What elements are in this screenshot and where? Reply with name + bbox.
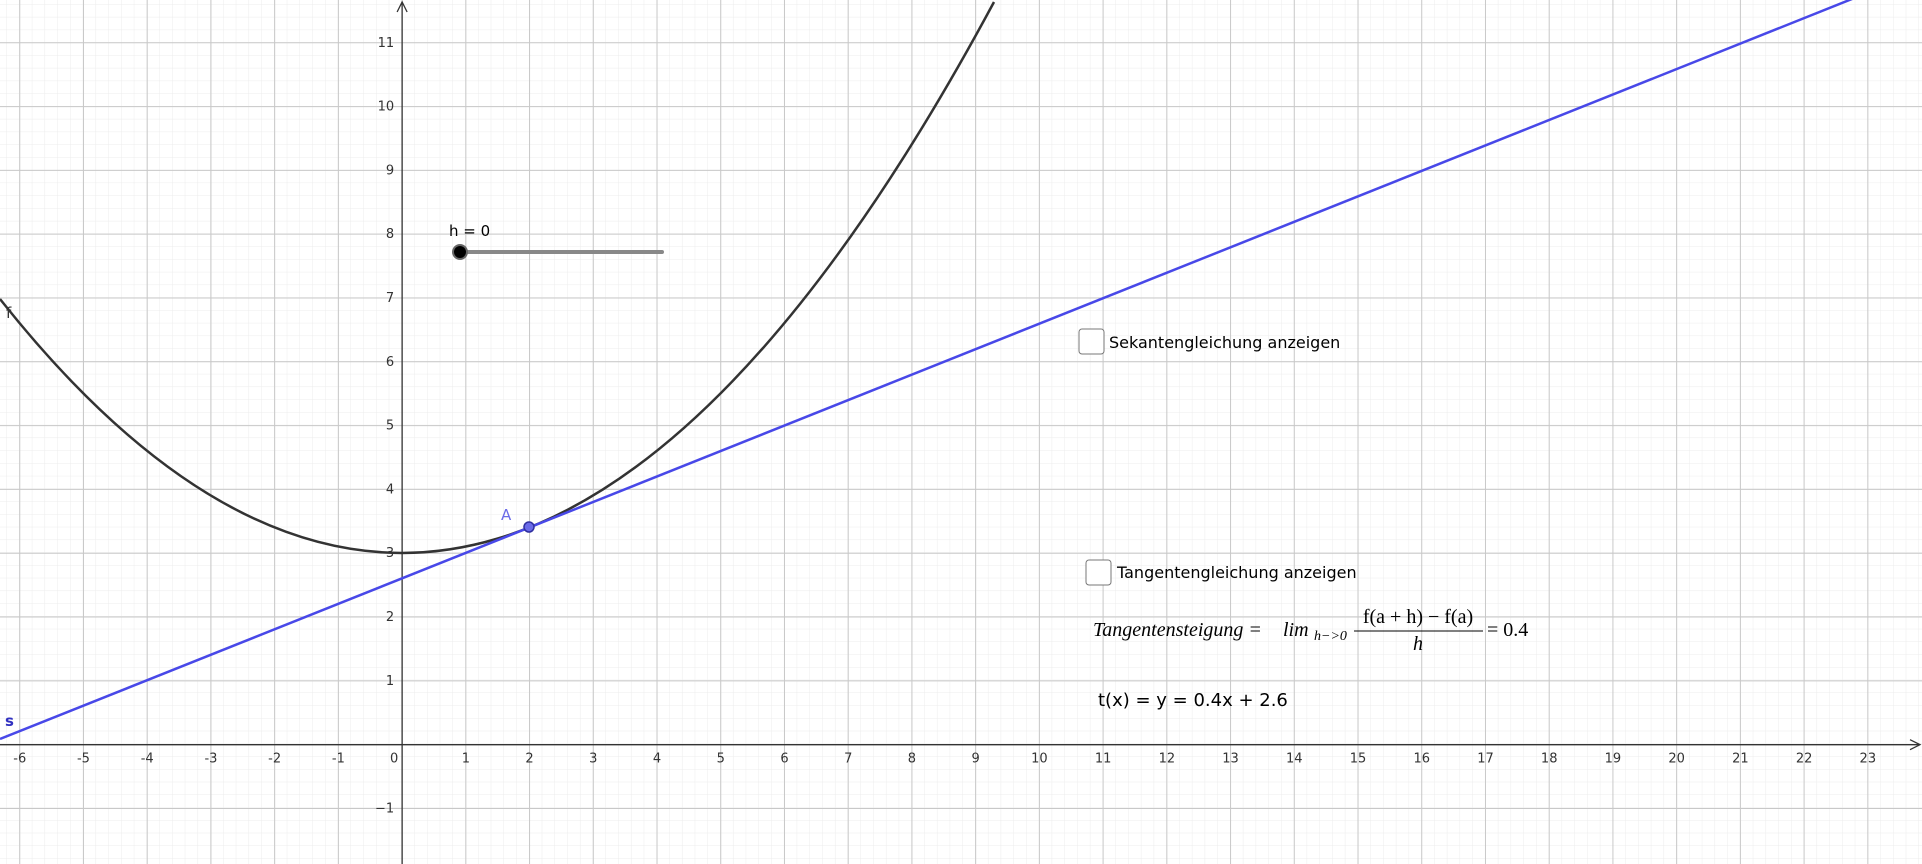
x-tick-label: 14 bbox=[1286, 752, 1303, 767]
formula-denominator: h bbox=[1413, 633, 1423, 655]
x-tick-label: 19 bbox=[1605, 752, 1622, 767]
y-tick-label: 6 bbox=[386, 355, 394, 370]
x-tick-label: 7 bbox=[844, 752, 852, 767]
formula-sub: h−>0 bbox=[1314, 629, 1347, 644]
checkbox-label[interactable]: Tangentengleichung anzeigen bbox=[1116, 563, 1357, 582]
x-tick-label: 16 bbox=[1413, 752, 1430, 767]
function-curve bbox=[0, 1, 996, 555]
point-label: A bbox=[501, 506, 512, 524]
x-tick-label: 11 bbox=[1095, 752, 1112, 767]
x-axis-arrow bbox=[1909, 739, 1922, 751]
x-tick-label: -2 bbox=[268, 752, 281, 767]
x-tick-label: 23 bbox=[1860, 752, 1877, 767]
formula-lhs: Tangentensteigung = bbox=[1093, 619, 1262, 641]
x-tick-label: 18 bbox=[1541, 752, 1558, 767]
y-tick-label: 1 bbox=[386, 674, 394, 689]
x-tick-label: 10 bbox=[1031, 752, 1048, 767]
x-tick-label: 12 bbox=[1159, 752, 1176, 767]
x-tick-label: -1 bbox=[332, 752, 345, 767]
x-tick-label: 5 bbox=[717, 752, 725, 767]
x-tick-label: -4 bbox=[141, 752, 154, 767]
x-tick-label: 3 bbox=[589, 752, 597, 767]
y-axis-arrow bbox=[396, 0, 408, 13]
x-tick-label: -3 bbox=[204, 752, 217, 767]
x-tick-label: 8 bbox=[908, 752, 916, 767]
x-tick-label: -5 bbox=[77, 752, 90, 767]
x-tick-label: 2 bbox=[525, 752, 533, 767]
y-tick-label: 7 bbox=[386, 291, 394, 306]
x-tick-label: 4 bbox=[653, 752, 661, 767]
point-a[interactable] bbox=[523, 521, 535, 533]
x-tick-label: -6 bbox=[13, 752, 26, 767]
slider-knob[interactable] bbox=[452, 244, 468, 260]
formula-numerator: f(a + h) − f(a) bbox=[1363, 606, 1473, 628]
tangent-equation: t(x) = y = 0.4x + 2.6 bbox=[1098, 690, 1288, 711]
y-tick-label: 2 bbox=[386, 610, 394, 625]
x-tick-label: 20 bbox=[1668, 752, 1685, 767]
checkbox[interactable] bbox=[1078, 328, 1105, 355]
checkbox-label[interactable]: Sekantengleichung anzeigen bbox=[1109, 333, 1340, 352]
y-tick-label: 9 bbox=[386, 163, 394, 178]
y-tick-label: 4 bbox=[386, 482, 394, 497]
tangent-line bbox=[0, 0, 1853, 741]
y-tick-label: 11 bbox=[378, 36, 395, 51]
formula-lim: lim bbox=[1283, 619, 1309, 641]
function-label: f bbox=[6, 304, 12, 322]
x-tick-label: 22 bbox=[1796, 752, 1813, 767]
slider-label: h = 0 bbox=[449, 222, 490, 240]
y-tick-label: 5 bbox=[386, 419, 394, 434]
x-tick-label: 17 bbox=[1477, 752, 1494, 767]
x-tick-label: 0 bbox=[390, 752, 398, 767]
line-label: s bbox=[5, 712, 14, 730]
x-tick-label: 9 bbox=[972, 752, 980, 767]
y-tick-label: 10 bbox=[378, 100, 395, 115]
y-tick-label: 8 bbox=[386, 227, 394, 242]
x-tick-label: 1 bbox=[462, 752, 470, 767]
x-tick-label: 6 bbox=[780, 752, 788, 767]
x-tick-label: 21 bbox=[1732, 752, 1749, 767]
formula-result: = 0.4 bbox=[1487, 619, 1528, 641]
x-tick-label: 13 bbox=[1222, 752, 1239, 767]
x-tick-label: 15 bbox=[1350, 752, 1367, 767]
checkbox[interactable] bbox=[1085, 559, 1112, 586]
y-tick-label: −1 bbox=[375, 801, 394, 816]
